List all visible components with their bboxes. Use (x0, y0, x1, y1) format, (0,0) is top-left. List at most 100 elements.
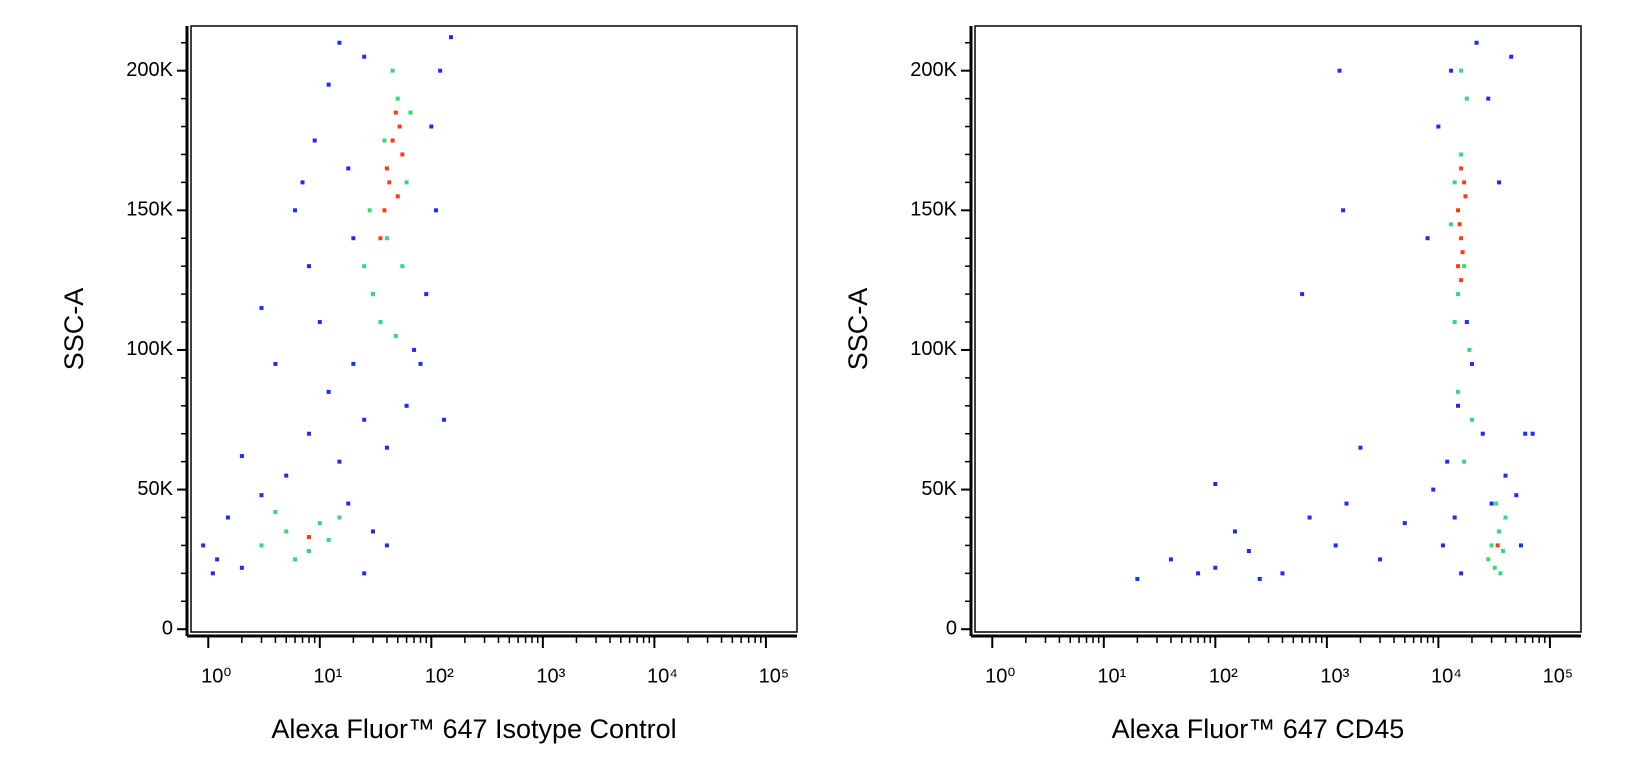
scatter-point (1452, 180, 1457, 185)
scatter-point (418, 361, 423, 366)
scatter-point (384, 166, 389, 171)
scatter-point (1503, 473, 1508, 478)
y-axis-title: SSC-A (843, 288, 873, 371)
scatter-point (337, 515, 342, 520)
x-tick-label: 10³ (536, 665, 565, 687)
scatter-point (225, 515, 230, 520)
y-tick-label: 0 (162, 617, 173, 639)
scatter-point (1498, 571, 1503, 576)
scatter-point (1497, 180, 1502, 185)
scatter-point (384, 445, 389, 450)
scatter-point (393, 333, 398, 338)
x-tick-label: 10² (1209, 665, 1238, 687)
scatter-point (390, 138, 395, 143)
scatter-point (346, 501, 351, 506)
scatter-point (378, 236, 383, 241)
scatter-point (300, 180, 305, 185)
x-axis-title: Alexa Fluor™ 647 CD45 (1112, 714, 1405, 744)
scatter-point (1168, 557, 1173, 562)
scatter-point (1474, 40, 1479, 45)
scatter-point (1452, 320, 1457, 325)
scatter-point (1341, 208, 1346, 213)
scatter-point (1457, 222, 1462, 227)
y-tick-label: 200K (126, 59, 173, 81)
scatter-point (1257, 576, 1262, 581)
scatter-point (362, 264, 367, 269)
scatter-point (408, 110, 413, 115)
scatter-point (1344, 501, 1349, 506)
scatter-point (239, 565, 244, 570)
scatter-point (1514, 493, 1519, 498)
scatter-point (1489, 543, 1494, 548)
scatter-point (1459, 166, 1464, 171)
scatter-point (395, 194, 400, 199)
scatter-point (306, 264, 311, 269)
scatter-point (1196, 571, 1201, 576)
scatter-point (1280, 571, 1285, 576)
scatter-point (404, 180, 409, 185)
x-tick-label: 10² (425, 665, 454, 687)
scatter-point (1378, 557, 1383, 562)
scatter-point (1436, 124, 1441, 129)
scatter-point (239, 454, 244, 459)
scatter-point (337, 40, 342, 45)
scatter-point (424, 292, 429, 297)
scatter-point (201, 543, 206, 548)
scatter-point (1459, 571, 1464, 576)
y-tick-label: 100K (910, 338, 957, 360)
chart-panel: 0 50K 100K 150K 200K 10⁰ 10¹ 10² 10³ 10⁴ 10⁵ Alexa … (843, 25, 1582, 744)
scatter-point (317, 320, 322, 325)
scatter-point (317, 521, 322, 526)
scatter-point (1518, 543, 1523, 548)
scatter-point (395, 96, 400, 101)
scatter-point (1486, 557, 1491, 562)
scatter-point (1503, 515, 1508, 520)
scatter-point (306, 549, 311, 554)
x-tick-label: 10¹ (313, 665, 342, 687)
scatter-point (1441, 543, 1446, 548)
plot-frame (190, 25, 798, 633)
scatter-point (1460, 250, 1465, 255)
scatter-point (442, 417, 447, 422)
scatter-point (1456, 403, 1461, 408)
scatter-point (284, 473, 289, 478)
scatter-point (337, 459, 342, 464)
scatter-point (1495, 543, 1500, 548)
scatter-point (1509, 54, 1514, 59)
scatter-point (397, 124, 402, 129)
scatter-point (1135, 576, 1140, 581)
scatter-point (384, 236, 389, 241)
scatter-point (312, 138, 317, 143)
scatter-point (259, 543, 264, 548)
scatter-point (1462, 180, 1467, 185)
scatter-point (1456, 292, 1461, 297)
scatter-point (438, 68, 443, 73)
scatter-point (1494, 501, 1499, 506)
scatter-point (433, 208, 438, 213)
scatter-point (393, 110, 398, 115)
scatter-point (1459, 68, 1464, 73)
scatter-point (1464, 320, 1469, 325)
scatter-point (273, 361, 278, 366)
x-axis-title: Alexa Fluor™ 647 Isotype Control (271, 714, 676, 744)
scatter-point (1486, 96, 1491, 101)
scatter-point (1431, 487, 1436, 492)
scatter-point (371, 529, 376, 534)
scatter-point (367, 208, 372, 213)
scatter-point (1300, 292, 1305, 297)
scatter-point (1307, 515, 1312, 520)
scatter-point (1462, 264, 1467, 269)
scatter-point (1337, 68, 1342, 73)
scatter-point (1459, 278, 1464, 283)
y-tick-label: 50K (137, 478, 173, 500)
scatter-point (1530, 431, 1535, 436)
scatter-point (1449, 222, 1454, 227)
scatter-point (1501, 549, 1506, 554)
y-tick-label: 50K (921, 478, 957, 500)
scatter-point (362, 54, 367, 59)
scatter-point (384, 543, 389, 548)
scatter-point (1449, 68, 1454, 73)
scatter-point (1445, 459, 1450, 464)
y-tick-label: 0 (946, 617, 957, 639)
